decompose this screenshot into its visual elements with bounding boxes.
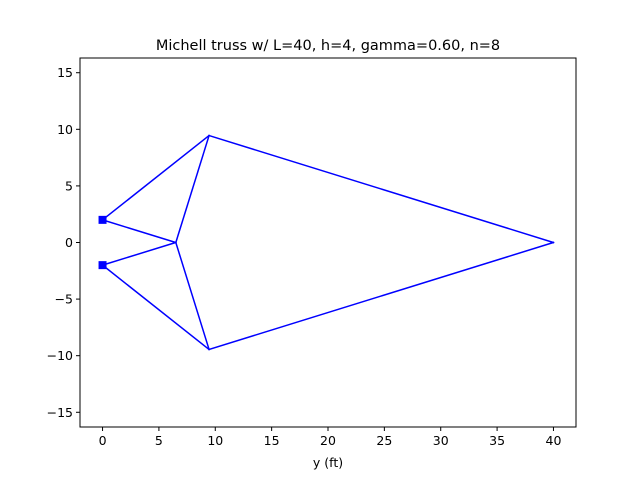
y-tick-label: −5: [55, 292, 73, 307]
truss-member-8: [208, 241, 555, 351]
x-tick-label: 10: [207, 433, 223, 448]
support-markers: [98, 215, 107, 270]
support-marker-1: [98, 215, 107, 224]
y-axis-ticks: −15 −10 −5 0 5 10 15: [47, 65, 80, 420]
truss-member-6: [101, 241, 177, 267]
truss-member-3: [101, 218, 177, 244]
chart-title: Michell truss w/ L=40, h=4, gamma=0.60, …: [156, 38, 500, 54]
x-tick-label: 5: [155, 433, 163, 448]
x-tick-label: 25: [376, 433, 392, 448]
y-tick-label: −15: [47, 405, 73, 420]
y-tick-label: −10: [47, 348, 73, 363]
x-tick-label: 15: [264, 433, 280, 448]
x-axis-label: y (ft): [313, 455, 343, 470]
truss-member-1: [101, 134, 211, 221]
truss-member-7: [101, 264, 211, 351]
truss-member-4: [174, 134, 211, 244]
x-tick-label: 0: [99, 433, 107, 448]
x-tick-label: 20: [320, 433, 336, 448]
y-tick-label: 5: [65, 178, 73, 193]
truss-member-5: [174, 241, 211, 351]
x-tick-label: 30: [433, 433, 449, 448]
x-axis-ticks: 0 5 10 15 20 25 30 35 40: [99, 427, 562, 448]
x-tick-label: 35: [489, 433, 505, 448]
y-tick-label: 10: [57, 122, 73, 137]
truss-members: [101, 134, 555, 351]
y-tick-label: 0: [65, 235, 73, 250]
x-tick-label: 40: [546, 433, 562, 448]
truss-member-2: [208, 134, 555, 244]
y-tick-label: 15: [57, 65, 73, 80]
support-marker-2: [98, 261, 107, 270]
